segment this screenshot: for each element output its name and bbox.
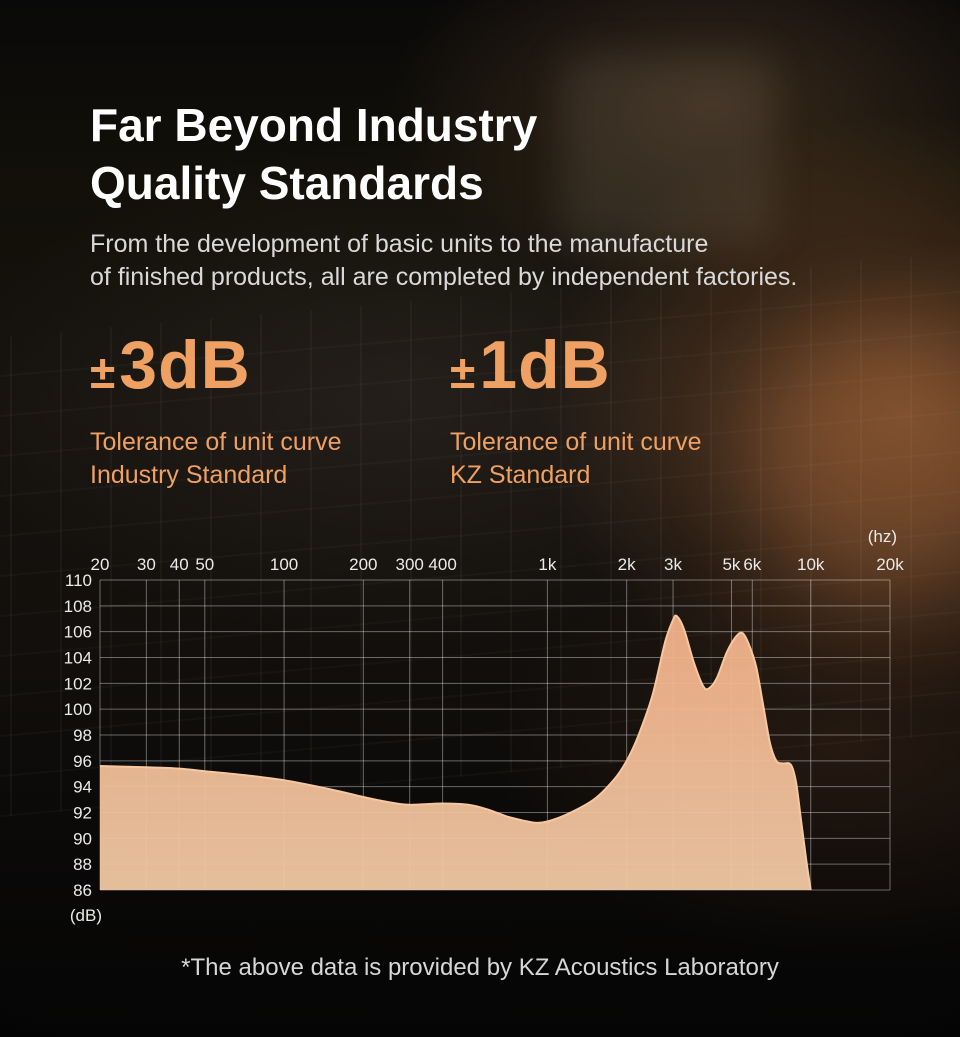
stat-label-line2: KZ Standard [450, 461, 591, 489]
svg-text:100: 100 [270, 555, 298, 574]
svg-text:108: 108 [64, 597, 92, 616]
svg-text:100: 100 [64, 700, 92, 719]
svg-text:90: 90 [73, 829, 92, 848]
page-subtitle-line1: From the development of basic units to t… [90, 230, 709, 258]
stat-label-line1: Tolerance of unit curve [90, 428, 342, 456]
stat-label-line1: Tolerance of unit curve [450, 428, 702, 456]
page-title-line1: Far Beyond Industry [90, 99, 538, 151]
stat-number: 1dB [479, 327, 611, 403]
svg-text:104: 104 [64, 649, 92, 668]
decibel-unit-label: (dB) [69, 906, 102, 925]
stat-number: 3dB [119, 327, 251, 403]
stat-label: Tolerance of unit curve KZ Standard [450, 426, 702, 492]
stat-value: ± 3dB [90, 326, 342, 404]
svg-text:98: 98 [73, 726, 92, 745]
svg-text:5k: 5k [722, 555, 740, 574]
svg-text:88: 88 [73, 855, 92, 874]
page-subtitle-line2: of finished products, all are completed … [90, 263, 798, 291]
svg-text:94: 94 [73, 778, 92, 797]
chart-curve-line [99, 614, 812, 891]
svg-text:92: 92 [73, 804, 92, 823]
page-subtitle: From the development of basic units to t… [90, 228, 797, 294]
stat-value: ± 1dB [450, 326, 702, 404]
stat-industry-standard: ± 3dB Tolerance of unit curve Industry S… [90, 326, 342, 492]
chart-y-axis-labels: 110 108 106 104 102 100 98 96 94 92 90 88 86 [64, 571, 92, 900]
svg-text:200: 200 [349, 555, 377, 574]
svg-text:96: 96 [73, 752, 92, 771]
svg-text:300: 300 [396, 555, 424, 574]
svg-text:400: 400 [428, 555, 456, 574]
frequency-unit-label: (hz) [867, 527, 897, 546]
data-source-note: *The above data is provided by KZ Acoust… [181, 954, 779, 981]
svg-text:50: 50 [195, 555, 214, 574]
svg-text:110: 110 [65, 571, 92, 590]
page-title: Far Beyond Industry Quality Standards [90, 96, 537, 212]
chart-area-fill [100, 615, 811, 890]
svg-text:10k: 10k [797, 555, 825, 574]
svg-text:1k: 1k [538, 555, 556, 574]
svg-text:2k: 2k [618, 555, 636, 574]
svg-text:3k: 3k [664, 555, 682, 574]
svg-text:86: 86 [73, 881, 92, 900]
svg-text:6k: 6k [743, 555, 761, 574]
svg-text:102: 102 [64, 674, 92, 693]
plus-minus-sign: ± [450, 346, 476, 398]
svg-text:20: 20 [91, 555, 110, 574]
stat-label-line2: Industry Standard [90, 461, 288, 489]
stat-kz-standard: ± 1dB Tolerance of unit curve KZ Standar… [450, 326, 702, 492]
svg-text:106: 106 [64, 623, 92, 642]
svg-text:20k: 20k [876, 555, 904, 574]
page-title-line2: Quality Standards [90, 157, 484, 209]
plus-minus-sign: ± [90, 346, 116, 398]
svg-text:40: 40 [170, 555, 189, 574]
chart-x-axis-labels: 20 30 40 50 100 200 300 400 1k 2k 3k 5k 6k 10k 20k [91, 555, 905, 574]
svg-text:30: 30 [137, 555, 156, 574]
stat-label: Tolerance of unit curve Industry Standar… [90, 426, 342, 492]
